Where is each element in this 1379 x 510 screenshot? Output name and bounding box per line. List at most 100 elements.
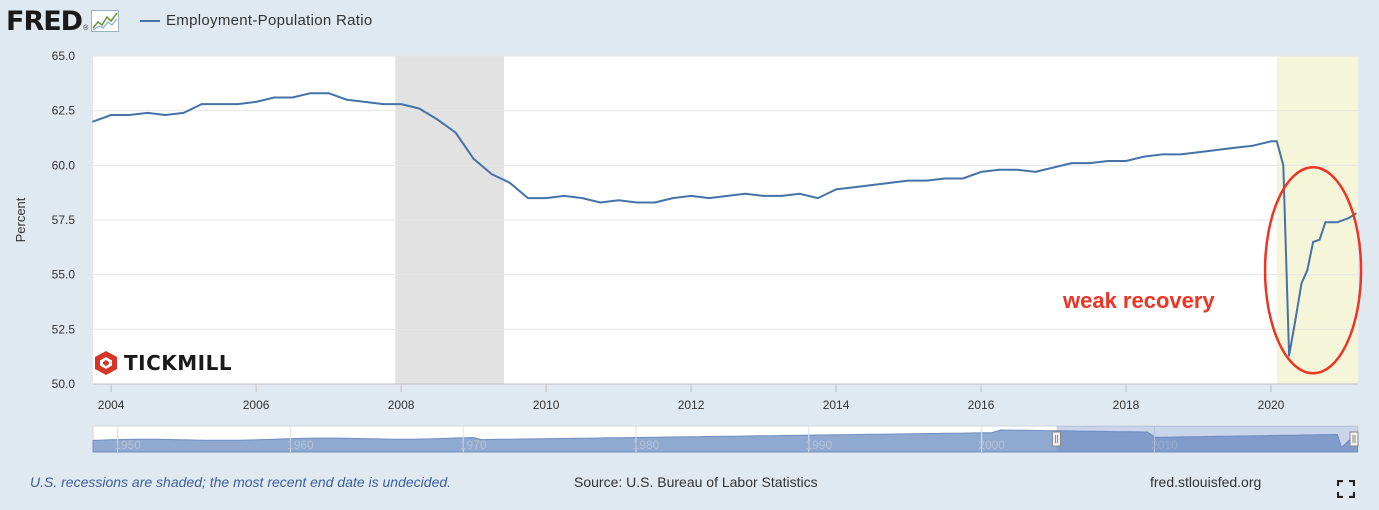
x-tick-label: 2012	[678, 398, 705, 412]
navigator-tick-label: 2000	[978, 438, 1005, 452]
navigator-tick-label: 1960	[287, 438, 314, 452]
fred-logo[interactable]: FRED ®	[6, 5, 120, 37]
data-point	[1294, 321, 1296, 324]
navigator-handle[interactable]	[1349, 431, 1359, 447]
x-tick-label: 2004	[98, 398, 125, 412]
data-point	[182, 111, 185, 114]
fred-graph-icon	[91, 10, 120, 32]
navigator-handle[interactable]	[1051, 431, 1061, 447]
navigator-tick-label: 2010	[1151, 438, 1178, 452]
fred-logo-reg: ®	[83, 24, 89, 32]
data-point	[291, 96, 294, 99]
data-point	[1288, 354, 1291, 357]
data-point	[490, 173, 493, 175]
data-point	[672, 197, 674, 200]
recession-note-link[interactable]: U.S. recessions are shaded; the most rec…	[30, 474, 452, 490]
chart-legend: Employment-Population Ratio	[140, 12, 373, 29]
data-point	[962, 177, 964, 180]
data-point	[164, 114, 167, 116]
data-point	[363, 101, 366, 103]
data-point	[1312, 240, 1314, 243]
data-point	[1016, 168, 1019, 171]
data-point	[545, 197, 547, 200]
data-point	[527, 197, 529, 200]
x-tick-label: 2018	[1113, 398, 1140, 412]
data-point	[798, 192, 801, 195]
y-axis-title: Percent	[13, 197, 28, 242]
data-point	[436, 118, 439, 121]
x-tick-label: 2016	[968, 398, 995, 412]
data-point	[1143, 155, 1146, 158]
x-tick-label: 2020	[1258, 398, 1285, 412]
source-text: Source: U.S. Bureau of Labor Statistics	[574, 474, 818, 490]
data-point	[1324, 221, 1327, 224]
x-tick-label: 2010	[533, 398, 560, 412]
plot-area: 65.0 62.5 60.0 57.5 55.0 52.5 50.0 2004 2006 2008…	[13, 49, 1363, 412]
data-point	[128, 114, 131, 116]
fullscreen-icon[interactable]	[1337, 480, 1355, 498]
weak-recovery-annotation: weak recovery	[1063, 288, 1215, 313]
data-point	[1336, 221, 1339, 224]
data-point	[1125, 160, 1127, 162]
data-point	[980, 170, 982, 173]
data-point	[1034, 170, 1037, 173]
data-point	[635, 201, 638, 204]
data-point	[218, 103, 221, 106]
data-point	[1052, 166, 1055, 169]
data-point	[472, 157, 475, 160]
data-point	[1179, 153, 1182, 156]
data-point	[327, 92, 330, 95]
data-point	[400, 103, 402, 106]
data-point	[1161, 153, 1164, 156]
navigator-tick-label: 1970	[460, 438, 487, 452]
y-tick-label: 52.5	[52, 322, 76, 336]
data-point	[1348, 216, 1351, 219]
y-tick-label: 55.0	[52, 268, 76, 282]
data-point	[1070, 162, 1073, 165]
data-point	[943, 177, 946, 180]
data-point	[744, 192, 747, 195]
navigator-series	[92, 429, 1359, 453]
data-point	[110, 114, 113, 116]
data-point	[708, 197, 711, 200]
y-tick-label: 62.5	[52, 104, 76, 118]
navigator-tick-label: 1990	[805, 438, 832, 452]
navigator-selection[interactable]	[1056, 426, 1358, 452]
data-point	[92, 120, 94, 123]
data-point	[1197, 151, 1200, 154]
data-point	[237, 103, 239, 106]
data-point	[726, 195, 729, 197]
data-point	[1306, 269, 1309, 272]
data-point	[998, 168, 1001, 171]
data-point	[508, 181, 511, 184]
data-point	[273, 96, 276, 99]
data-point	[563, 195, 566, 197]
x-tick-label: 2008	[388, 398, 415, 412]
data-point	[907, 179, 910, 182]
site-link[interactable]: fred.stlouisfed.org	[1150, 474, 1262, 490]
data-point	[1275, 140, 1278, 143]
data-point	[1330, 221, 1333, 224]
data-point	[599, 201, 602, 204]
legend-label: Employment-Population Ratio	[166, 12, 373, 29]
data-point	[418, 107, 421, 110]
series-line	[92, 92, 1357, 357]
data-point	[1300, 282, 1303, 285]
data-point	[1354, 212, 1357, 215]
data-point	[1233, 146, 1236, 149]
data-point	[653, 201, 656, 204]
data-point	[309, 92, 312, 95]
data-point	[1215, 149, 1218, 151]
data-point	[255, 101, 258, 103]
data-point	[200, 103, 203, 106]
data-point	[817, 197, 819, 200]
data-point	[581, 197, 584, 200]
data-point	[454, 131, 457, 134]
navigator-tick-label: 1980	[633, 438, 660, 452]
fred-logo-text: FRED	[6, 5, 83, 37]
navigator[interactable]: 1950 1960 1970 1980 1990 2000 2010	[92, 425, 1359, 453]
annotation-ellipse	[1263, 166, 1363, 375]
data-point	[690, 195, 692, 197]
data-point	[382, 103, 384, 106]
